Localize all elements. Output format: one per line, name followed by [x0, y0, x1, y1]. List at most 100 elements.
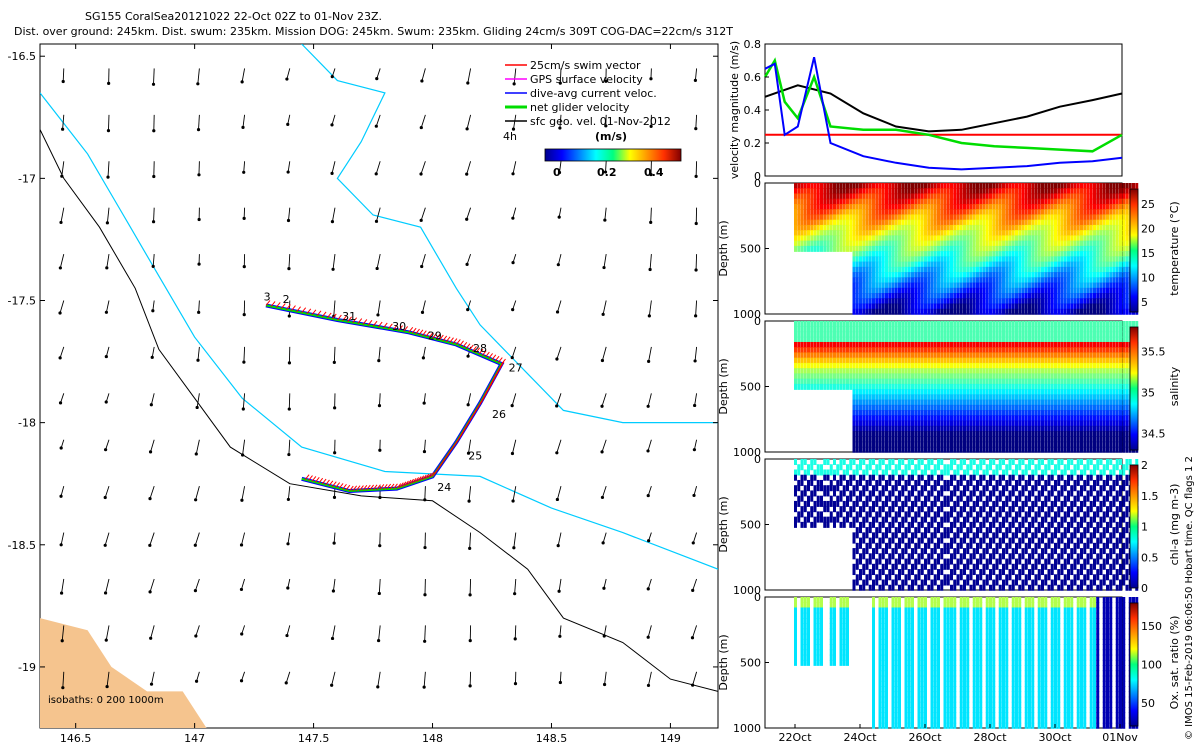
section-datum	[1109, 188, 1113, 195]
section-datum	[911, 251, 914, 258]
section-datum	[881, 368, 885, 375]
section-datum	[1083, 256, 1087, 263]
section-datum	[1011, 183, 1015, 189]
section-datum	[1011, 394, 1015, 401]
sfc-vel-arrow	[379, 393, 381, 406]
section-datum	[1021, 188, 1025, 195]
section-datum	[927, 373, 931, 380]
section-datum	[1080, 303, 1083, 310]
section-datum	[950, 347, 953, 354]
section-datum	[946, 404, 950, 411]
section-datum	[898, 321, 901, 327]
sfc-vel-arrowhead	[647, 539, 651, 543]
section-datum	[803, 383, 807, 390]
sfc-vel-arrow	[647, 486, 652, 496]
section-datum	[813, 383, 817, 390]
section-datum	[1008, 420, 1012, 427]
section-datum	[807, 235, 810, 242]
swim-vector	[419, 475, 425, 482]
section-datum	[966, 203, 970, 210]
section-datum	[859, 261, 862, 268]
section-datum	[966, 378, 970, 385]
section-datum	[1041, 183, 1044, 189]
section-datum	[1021, 209, 1025, 216]
section-datum	[982, 394, 986, 401]
section-datum	[966, 357, 970, 364]
sfc-vel-arrowhead	[649, 124, 653, 129]
section-datum	[933, 287, 937, 294]
section-datum	[953, 219, 957, 226]
section-datum	[1050, 394, 1054, 401]
section-datum	[875, 331, 879, 338]
section-datum	[1041, 347, 1044, 354]
section-datum	[979, 383, 983, 390]
section-datum	[911, 277, 914, 284]
section-datum	[953, 188, 957, 195]
section-datum	[1089, 198, 1093, 205]
section-datum	[985, 287, 989, 294]
section-datum	[953, 277, 957, 284]
section-datum	[1102, 203, 1106, 210]
section-datum	[846, 362, 849, 369]
section-datum	[891, 362, 895, 369]
section-datum	[920, 441, 924, 448]
section-datum	[940, 341, 944, 348]
section-datum	[872, 209, 875, 216]
section-datum	[852, 321, 856, 327]
section-datum	[888, 321, 892, 327]
section-datum	[920, 368, 924, 375]
section-datum	[933, 347, 937, 354]
section-datum	[1109, 235, 1113, 242]
section-datum	[998, 399, 1002, 406]
section-datum	[946, 287, 950, 294]
section-datum	[823, 378, 827, 385]
section-datum	[862, 209, 866, 216]
section-datum	[950, 251, 953, 258]
section-datum	[914, 298, 918, 305]
section-datum	[1008, 235, 1012, 242]
section-datum	[982, 224, 986, 231]
section-datum	[1112, 198, 1116, 205]
section-datum	[1047, 373, 1051, 380]
section-datum	[1015, 394, 1018, 401]
section-datum	[995, 251, 999, 258]
section-datum	[927, 321, 931, 327]
sfc-vel-arrowhead	[197, 173, 201, 177]
section-datum	[982, 446, 986, 453]
section-datum	[1125, 272, 1129, 279]
section-datum	[1028, 219, 1031, 226]
section-datum	[1037, 235, 1041, 242]
section-datum	[989, 256, 992, 263]
section-datum	[1041, 235, 1044, 242]
section-datum	[1102, 188, 1106, 195]
section-datum	[1106, 272, 1109, 279]
section-datum	[946, 341, 950, 348]
section-datum	[1047, 336, 1051, 343]
section-datum	[810, 245, 814, 252]
section-datum	[894, 214, 898, 221]
section-datum	[1034, 394, 1038, 401]
section-datum	[894, 362, 898, 369]
section-datum	[940, 230, 944, 237]
sfc-vel-arrow	[287, 532, 291, 544]
section-datum	[1047, 331, 1051, 338]
section-datum	[1002, 341, 1005, 348]
section-datum	[914, 341, 918, 348]
section-datum	[956, 399, 960, 406]
section-datum	[885, 240, 888, 247]
section-datum	[1037, 383, 1041, 390]
section-datum	[1106, 203, 1109, 210]
section-datum	[1119, 188, 1122, 195]
section-datum	[992, 362, 996, 369]
section-datum	[937, 331, 940, 338]
colorbar-tick-label: 5	[1141, 296, 1148, 309]
sfc-vel-arrowhead	[194, 452, 198, 456]
section-datum	[1063, 198, 1067, 205]
section-datum	[875, 362, 879, 369]
sfc-vel-arrow	[420, 207, 426, 221]
section-datum	[872, 293, 875, 300]
section-datum	[852, 245, 856, 252]
section-datum	[888, 287, 892, 294]
sfc-vel-arrowhead	[465, 172, 469, 176]
section-datum	[1034, 341, 1038, 348]
